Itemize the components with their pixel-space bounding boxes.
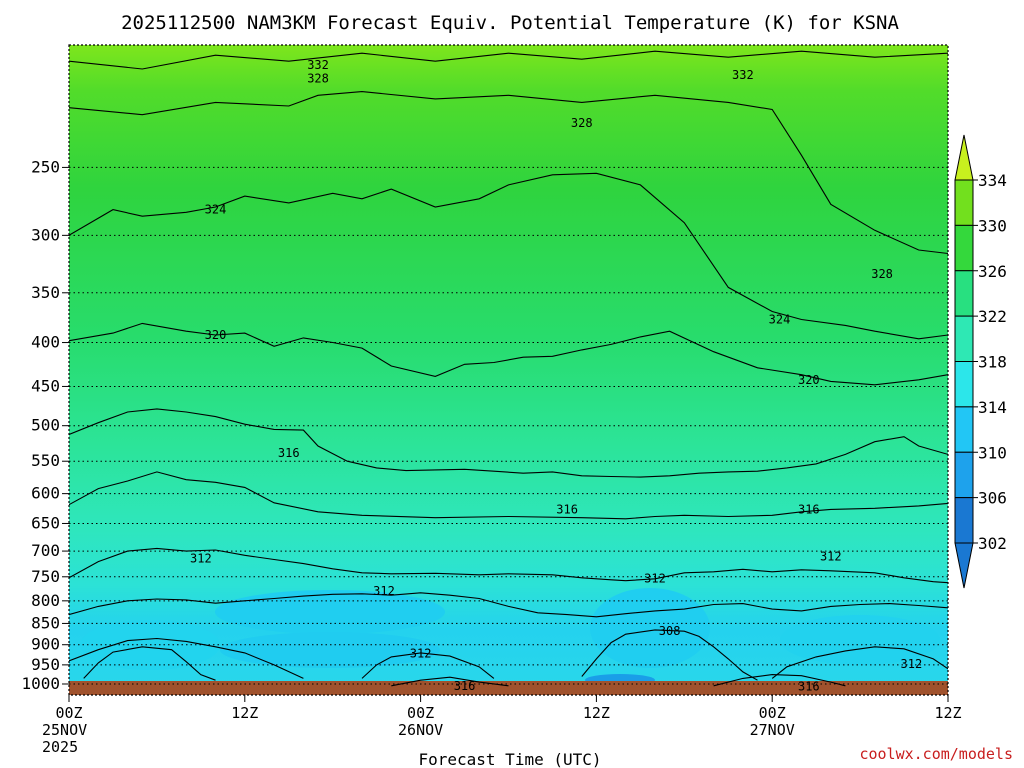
colorbar-label: 306 bbox=[978, 489, 1007, 508]
contour-label: 308 bbox=[659, 624, 681, 638]
contour-isoline bbox=[361, 652, 495, 679]
contour-isoline bbox=[69, 547, 948, 584]
ground-below-surface bbox=[69, 681, 948, 695]
y-tick-label: 450 bbox=[31, 376, 60, 395]
x-tick-label: 00Z bbox=[759, 704, 786, 722]
y-tick-label: 250 bbox=[31, 157, 60, 176]
x-tick-label: 2025 bbox=[42, 738, 78, 756]
contour-label: 316 bbox=[798, 502, 820, 516]
contour-label: 312 bbox=[901, 657, 923, 671]
contour-isoline bbox=[713, 674, 846, 687]
contour-label: 312 bbox=[190, 551, 212, 565]
x-tick-label: 12Z bbox=[934, 704, 961, 722]
contour-label: 316 bbox=[798, 680, 820, 694]
contour-label: 332 bbox=[732, 68, 754, 82]
y-tick-label: 800 bbox=[31, 591, 60, 610]
contour-isoline bbox=[69, 408, 948, 478]
moist-region bbox=[590, 588, 710, 668]
colorbar-segment bbox=[954, 270, 974, 317]
contour-isoline bbox=[581, 629, 758, 681]
y-axis-pressure: 250 300 350 400 450 500 550 600 650 700 750 800 850 9… bbox=[21, 157, 69, 693]
contour-label: 316 bbox=[454, 679, 476, 693]
watermark: coolwx.com/models bbox=[859, 745, 1013, 763]
colorbar-segment bbox=[954, 315, 974, 362]
x-tick-label: 12Z bbox=[583, 704, 610, 722]
contour-label: 324 bbox=[769, 312, 791, 326]
colorbar-label: 326 bbox=[978, 262, 1007, 281]
colorbar-segment bbox=[954, 406, 974, 453]
plot-frame bbox=[68, 44, 949, 696]
contour-isoline bbox=[69, 91, 948, 255]
y-tick-label: 400 bbox=[31, 333, 60, 352]
y-tick-label: 850 bbox=[31, 613, 60, 632]
x-tick-label: 26NOV bbox=[398, 721, 443, 739]
contour-isoline bbox=[771, 646, 948, 679]
colorbar-segment bbox=[954, 497, 974, 544]
colorbar-segment bbox=[954, 451, 974, 499]
y-tick-label: 750 bbox=[31, 567, 60, 586]
contour-label: 316 bbox=[556, 502, 578, 516]
contour-label: 312 bbox=[820, 549, 842, 563]
colorbar-label: 330 bbox=[978, 216, 1007, 235]
contour-isoline bbox=[69, 172, 948, 340]
contour-isoline bbox=[83, 646, 216, 681]
colorbar-bottom-arrow bbox=[954, 542, 974, 589]
contour-lines bbox=[69, 50, 948, 687]
contour-label: 328 bbox=[307, 72, 329, 86]
x-axis-title: Forecast Time (UTC) bbox=[418, 750, 601, 768]
colorbar-segment bbox=[954, 361, 974, 408]
contour-label: 320 bbox=[205, 328, 227, 342]
contour-isoline bbox=[69, 471, 948, 520]
colorbar-label: 314 bbox=[978, 398, 1007, 417]
colorbar: 302 306 310 314 318 322 326 330 334 bbox=[954, 134, 1007, 589]
contour-label: 320 bbox=[798, 373, 820, 387]
y-tick-label: 500 bbox=[31, 416, 60, 435]
moist-region bbox=[780, 615, 940, 665]
contour-label: 312 bbox=[410, 647, 432, 661]
x-tick-label: 25NOV bbox=[42, 721, 87, 739]
x-tick-label: 00Z bbox=[55, 704, 82, 722]
y-tick-label: 350 bbox=[31, 283, 60, 302]
y-tick-label: 650 bbox=[31, 513, 60, 532]
contour-isoline bbox=[69, 592, 948, 618]
y-tick-label: 1000 bbox=[21, 674, 60, 693]
colorbar-label: 302 bbox=[978, 534, 1007, 553]
contour-isoline bbox=[69, 322, 948, 386]
colorbar-top-arrow bbox=[954, 134, 974, 181]
x-tick-label: 00Z bbox=[407, 704, 434, 722]
y-tick-label: 700 bbox=[31, 541, 60, 560]
contour-isoline bbox=[391, 676, 509, 687]
colorbar-label: 334 bbox=[978, 171, 1007, 190]
colorbar-label: 322 bbox=[978, 307, 1007, 326]
moist-region bbox=[220, 632, 440, 668]
x-tick-label: 27NOV bbox=[750, 721, 795, 739]
y-tick-label: 300 bbox=[31, 225, 60, 244]
y-tick-label: 900 bbox=[31, 635, 60, 654]
y-tick-label: 600 bbox=[31, 484, 60, 503]
contour-label: 324 bbox=[205, 203, 227, 217]
contour-isoline bbox=[69, 50, 948, 70]
contour-label: 312 bbox=[373, 584, 395, 598]
contour-label: 316 bbox=[278, 446, 300, 460]
contour-isoline bbox=[69, 637, 304, 679]
contour-label: 332 bbox=[307, 58, 329, 72]
field-background bbox=[69, 45, 948, 695]
y-tick-label: 950 bbox=[31, 655, 60, 674]
y-tick-label: 550 bbox=[31, 451, 60, 470]
contour-label: 328 bbox=[571, 116, 593, 130]
colorbar-segment bbox=[954, 224, 974, 272]
x-tick-label: 12Z bbox=[231, 704, 258, 722]
moist-region bbox=[215, 590, 445, 634]
chart-title: 2025112500 NAM3KM Forecast Equiv. Potent… bbox=[121, 12, 899, 34]
colorbar-label: 318 bbox=[978, 353, 1007, 372]
contour-label: 328 bbox=[871, 267, 893, 281]
colorbar-label: 310 bbox=[978, 443, 1007, 462]
colorbar-segment bbox=[954, 179, 974, 226]
contour-label: 312 bbox=[644, 571, 666, 585]
